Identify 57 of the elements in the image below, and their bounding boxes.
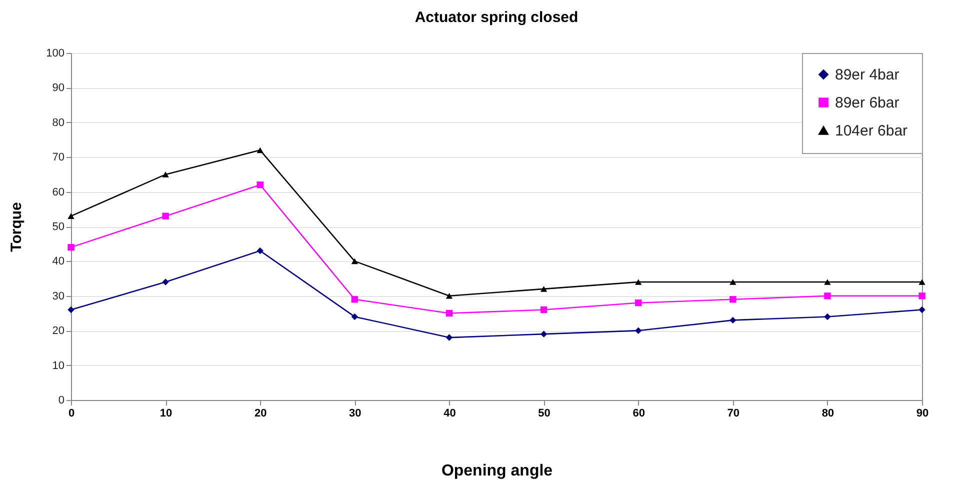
point: [68, 213, 74, 219]
point: [351, 296, 358, 303]
y-tick-label: 40: [52, 256, 64, 268]
point: [730, 279, 736, 285]
point: [68, 244, 74, 251]
point: [162, 212, 169, 220]
legend-label: 104er 6bar: [835, 122, 908, 140]
x-tick-label: 40: [444, 408, 456, 420]
x-tick-label: 10: [160, 408, 172, 420]
y-tick-label: 50: [52, 221, 64, 233]
y-tick-label: 20: [52, 325, 64, 338]
y-tick-label: 0: [58, 394, 64, 406]
point: [730, 316, 736, 324]
point: [634, 279, 642, 285]
point: [918, 306, 926, 314]
point: [446, 310, 453, 317]
point: [824, 292, 831, 300]
x-tick-label: 90: [916, 408, 929, 420]
point: [162, 278, 169, 286]
point: [256, 147, 264, 154]
point: [446, 292, 453, 299]
point: [540, 286, 548, 292]
y-tick-label: 70: [52, 152, 64, 164]
x-tick-label: 20: [254, 408, 267, 420]
point: [68, 306, 74, 314]
point: [634, 299, 642, 306]
y-tick-label: 10: [52, 360, 64, 372]
y-tick-label: 60: [52, 186, 64, 198]
x-tick-label: 0: [68, 408, 75, 420]
x-tick-label: 80: [822, 408, 834, 420]
x-axis-title: Opening angle: [441, 462, 553, 480]
point: [540, 330, 548, 338]
point: [918, 292, 926, 300]
point: [824, 279, 831, 285]
x-tick-label: 70: [727, 408, 740, 420]
point: [256, 182, 264, 188]
point: [918, 279, 926, 285]
point: [824, 313, 831, 320]
point: [540, 306, 548, 314]
legend-label: 89er 4bar: [835, 66, 900, 84]
point: [351, 313, 358, 320]
y-tick-label: 80: [52, 116, 64, 129]
y-tick-label: 100: [46, 48, 64, 60]
y-tick-label: 90: [52, 82, 64, 94]
point: [162, 172, 169, 178]
point: [446, 334, 453, 341]
legend-label: 89er 6bar: [835, 94, 900, 112]
x-tick-label: 30: [349, 408, 362, 420]
x-tick-label: 50: [538, 408, 550, 420]
y-tick-label: 30: [52, 290, 64, 302]
point: [256, 247, 264, 254]
y-axis-title: Torque: [8, 202, 26, 252]
point: [730, 296, 736, 303]
point: [351, 258, 358, 264]
chart-title: Actuator spring closed: [414, 9, 578, 26]
x-tick-label: 60: [632, 408, 645, 420]
point: [634, 327, 642, 334]
